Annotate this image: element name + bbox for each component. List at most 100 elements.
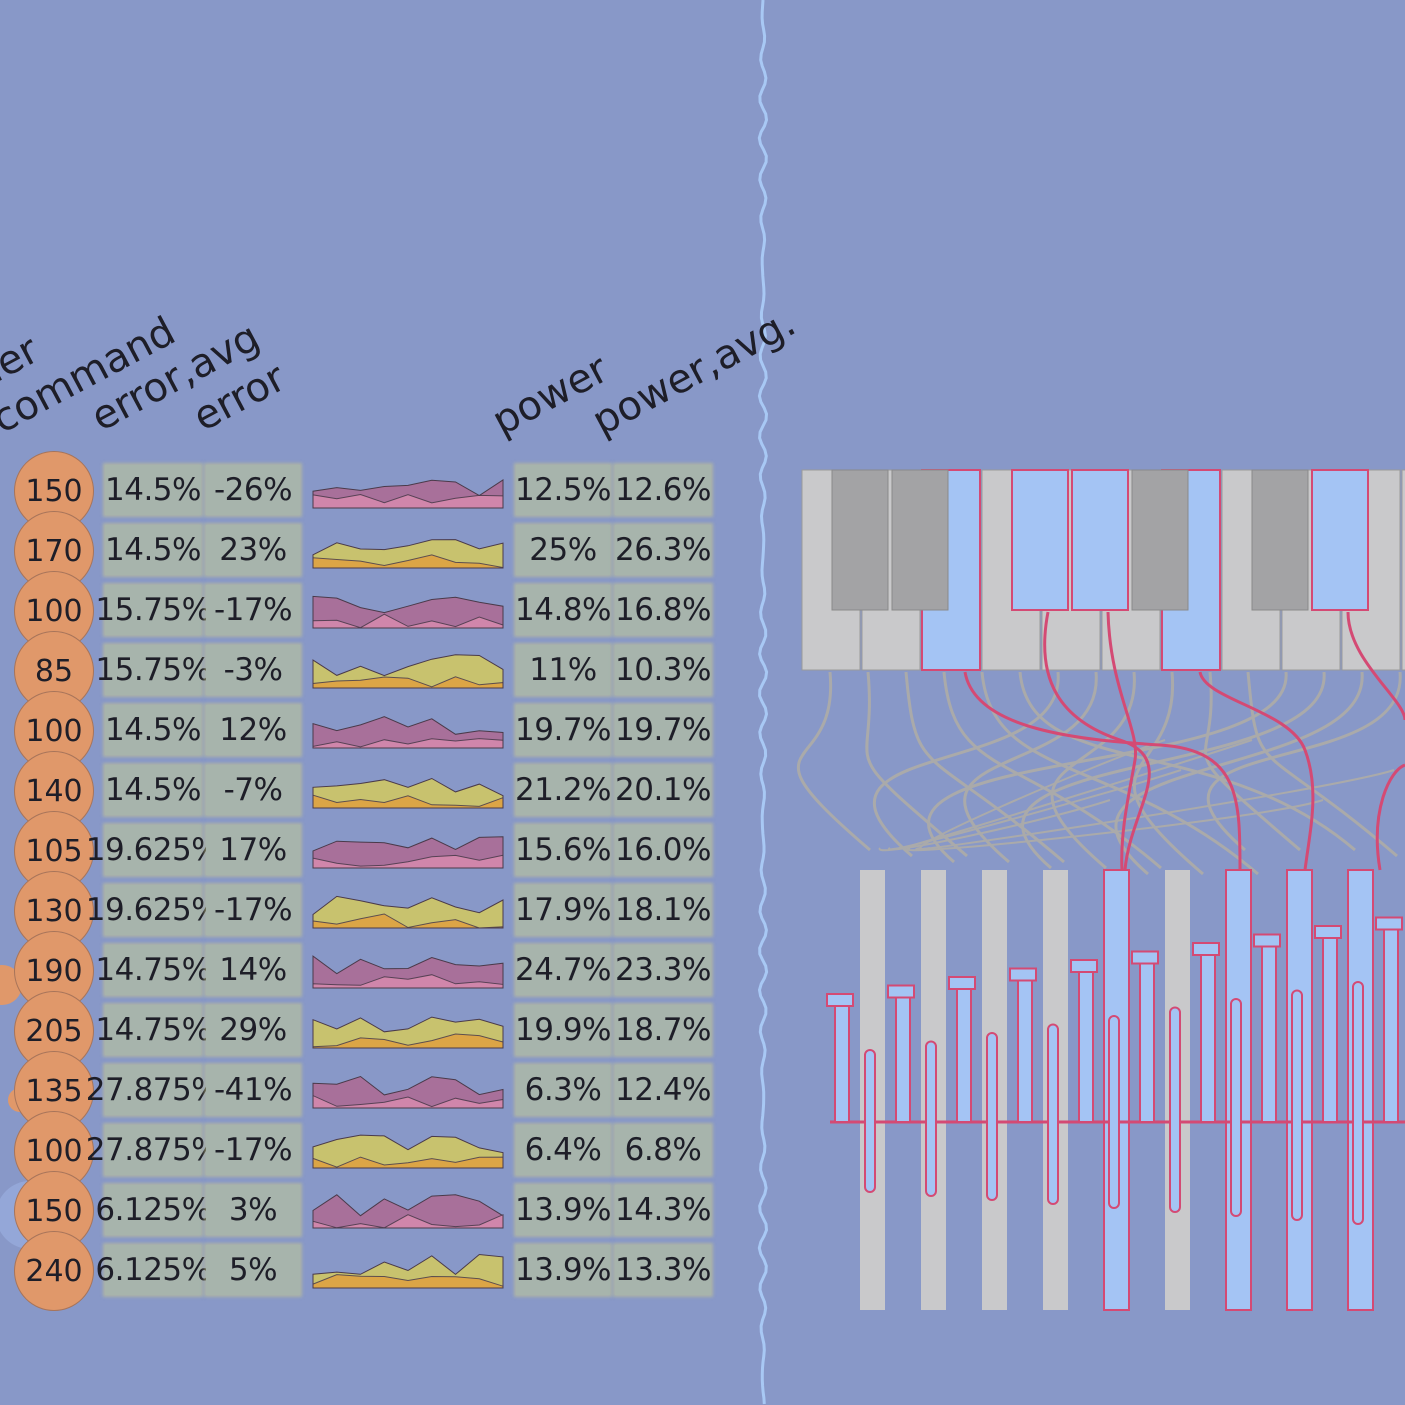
idle-wire bbox=[904, 671, 1065, 864]
cell-power-avg: 14.3% bbox=[615, 1185, 711, 1235]
hammer-shank bbox=[1017, 973, 1033, 1123]
hammer-shank bbox=[1383, 922, 1399, 1123]
cell-power-avg: 10.3% bbox=[615, 645, 711, 695]
cell-power: 11% bbox=[516, 645, 610, 695]
cell-power: 14.8% bbox=[515, 585, 612, 635]
hammer-head bbox=[948, 976, 976, 990]
hammer-shank bbox=[1139, 956, 1155, 1123]
cell-error-avg: 27.875% bbox=[86, 1125, 221, 1175]
black-key bbox=[1131, 469, 1189, 611]
idle-wire bbox=[897, 739, 1253, 850]
spark-area-secondary bbox=[312, 1033, 504, 1049]
hammer-head bbox=[1131, 950, 1159, 965]
cell-error-avg: 14.75% bbox=[95, 1005, 211, 1055]
spark-area-secondary bbox=[312, 1156, 504, 1169]
cell-power: 12.5% bbox=[515, 465, 612, 515]
cell-power: 24.7% bbox=[515, 945, 612, 995]
hammer-tail bbox=[986, 1032, 998, 1201]
cell-error-avg: 6.125% bbox=[95, 1245, 211, 1295]
sparkline bbox=[312, 1134, 504, 1169]
hammer-head bbox=[1375, 916, 1403, 931]
cell-error: 23% bbox=[206, 525, 300, 575]
cell-power-avg: 18.7% bbox=[615, 1005, 711, 1055]
idle-wire bbox=[919, 739, 1166, 850]
cell-error-avg: 14.5% bbox=[105, 705, 201, 755]
hammer-shank bbox=[956, 982, 972, 1123]
divider-line bbox=[757, 0, 769, 1405]
cell-error: 5% bbox=[206, 1245, 300, 1295]
black-key bbox=[1071, 469, 1129, 611]
idle-wire bbox=[927, 671, 1288, 864]
sparkline bbox=[312, 539, 504, 569]
spark-area-main bbox=[312, 716, 504, 749]
spark-area-secondary bbox=[312, 1274, 504, 1289]
spark-area-secondary bbox=[312, 738, 504, 749]
cell-error-avg: 19.625% bbox=[86, 825, 221, 875]
cell-error: 3% bbox=[206, 1185, 300, 1235]
cell-power: 25% bbox=[516, 525, 610, 575]
cell-power-avg: 20.1% bbox=[615, 765, 711, 815]
hammer-head bbox=[1192, 942, 1220, 956]
spark-area-main bbox=[312, 955, 504, 989]
sparkline bbox=[312, 478, 504, 509]
cell-power-avg: 18.1% bbox=[615, 885, 711, 935]
hammer-tail bbox=[1108, 1015, 1120, 1209]
sparkline bbox=[312, 955, 504, 989]
black-key bbox=[831, 469, 889, 611]
hammer-shank bbox=[895, 990, 911, 1123]
cell-error: -7% bbox=[206, 765, 300, 815]
idle-wire bbox=[1246, 671, 1398, 858]
idle-wire bbox=[1132, 671, 1204, 876]
active-wire bbox=[1375, 763, 1405, 871]
sparkline bbox=[312, 1016, 504, 1049]
command-circle: 240 bbox=[14, 1231, 94, 1311]
hammer-tail bbox=[925, 1040, 937, 1197]
cell-power: 17.9% bbox=[515, 885, 612, 935]
spark-area-secondary bbox=[312, 554, 504, 569]
command-circle: 190 bbox=[14, 931, 94, 1011]
hammer-tail bbox=[1352, 981, 1364, 1225]
cell-power-avg: 13.3% bbox=[615, 1245, 711, 1295]
spark-area-secondary bbox=[312, 676, 504, 689]
spark-area-secondary bbox=[312, 613, 504, 629]
cell-power: 13.9% bbox=[515, 1185, 612, 1235]
cell-power-avg: 6.8% bbox=[615, 1125, 711, 1175]
cell-error: -41% bbox=[206, 1065, 300, 1115]
cell-error: -17% bbox=[206, 885, 300, 935]
spark-area-secondary bbox=[312, 1094, 504, 1109]
hammer-head bbox=[1009, 967, 1037, 982]
cell-error-avg: 19.625% bbox=[86, 885, 221, 935]
active-wire bbox=[1346, 611, 1405, 721]
active-wire bbox=[1198, 671, 1315, 871]
cell-error: -17% bbox=[206, 1125, 300, 1175]
cell-power: 6.3% bbox=[516, 1065, 610, 1115]
hammer-head bbox=[1314, 925, 1342, 939]
cell-error-avg: 14.75% bbox=[95, 945, 211, 995]
cell-power-avg: 12.6% bbox=[615, 465, 711, 515]
hammer-shank bbox=[1078, 965, 1094, 1123]
cell-error-avg: 15.75% bbox=[95, 585, 211, 635]
active-wire bbox=[1043, 611, 1151, 871]
spark-area-secondary bbox=[312, 493, 504, 509]
idle-wire bbox=[865, 671, 968, 858]
command-circle: 205 bbox=[14, 991, 94, 1071]
cell-power-avg: 16.0% bbox=[615, 825, 711, 875]
cell-error-avg: 27.875% bbox=[86, 1065, 221, 1115]
hammer-head bbox=[1253, 933, 1281, 948]
cell-power-avg: 12.4% bbox=[615, 1065, 711, 1115]
idle-wire bbox=[1206, 671, 1402, 852]
keyboard-group bbox=[801, 469, 1405, 671]
hammer-tail bbox=[1230, 998, 1242, 1217]
cell-error: 12% bbox=[206, 705, 300, 755]
hammers-group bbox=[826, 869, 1405, 1311]
sparkline bbox=[312, 1075, 504, 1109]
sparkline bbox=[312, 1253, 504, 1289]
cell-power-avg: 19.7% bbox=[615, 705, 711, 755]
black-key bbox=[1251, 469, 1309, 611]
wires-group bbox=[796, 611, 1405, 876]
cell-power: 19.9% bbox=[515, 1005, 612, 1055]
cell-error: -26% bbox=[206, 465, 300, 515]
hammer-shank bbox=[1322, 931, 1338, 1123]
idle-wire bbox=[942, 671, 1162, 870]
cell-error: 14% bbox=[206, 945, 300, 995]
